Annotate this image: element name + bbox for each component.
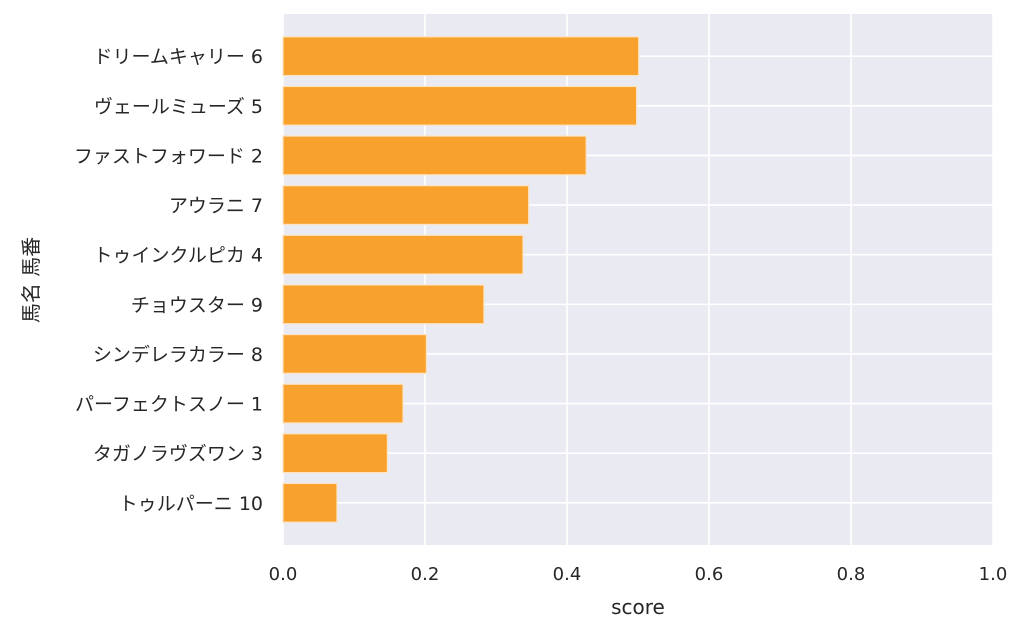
- x-tick-label: 0.4: [553, 564, 582, 585]
- x-tick-label: 0.8: [837, 564, 866, 585]
- x-tick-labels: 0.0 0.2 0.4 0.6 0.8 1.0: [269, 564, 1008, 585]
- y-tick-label: パーフェクトスノー 1: [75, 394, 263, 416]
- y-tick-label: シンデレラカラー 8: [93, 344, 263, 366]
- bar: [282, 433, 388, 474]
- bar: [282, 36, 640, 77]
- y-axis-label: 馬名 馬番: [19, 237, 43, 323]
- x-tick-label: 0.2: [411, 564, 440, 585]
- x-tick-label: 0.0: [269, 564, 298, 585]
- y-tick-label: ドリームキャリー 6: [93, 46, 263, 68]
- y-tick-label: タガノラヴズワン 3: [93, 443, 263, 465]
- y-tick-label: トゥインクルピカ 4: [93, 245, 263, 267]
- y-tick-label: ファストフォワード 2: [74, 145, 263, 167]
- bar: [282, 135, 587, 176]
- bar: [282, 383, 404, 424]
- x-tick-label: 0.6: [695, 564, 724, 585]
- bar: [282, 185, 530, 226]
- x-axis-label: score: [611, 595, 665, 619]
- y-tick-label: アウラニ 7: [169, 195, 263, 217]
- bar: [282, 333, 428, 374]
- bar: [282, 234, 524, 275]
- y-tick-label: ヴェールミューズ 5: [94, 96, 263, 118]
- y-tick-labels: ドリームキャリー 6 ヴェールミューズ 5 ファストフォワード 2 アウラニ 7 トゥイ…: [74, 46, 263, 515]
- bar: [282, 284, 485, 325]
- y-tick-label: チョウスター 9: [131, 294, 263, 316]
- y-tick-label: トゥルパーニ 10: [119, 493, 263, 515]
- bar: [282, 85, 638, 126]
- x-tick-label: 1.0: [979, 564, 1008, 585]
- bar: [282, 482, 338, 523]
- bars: [282, 36, 640, 523]
